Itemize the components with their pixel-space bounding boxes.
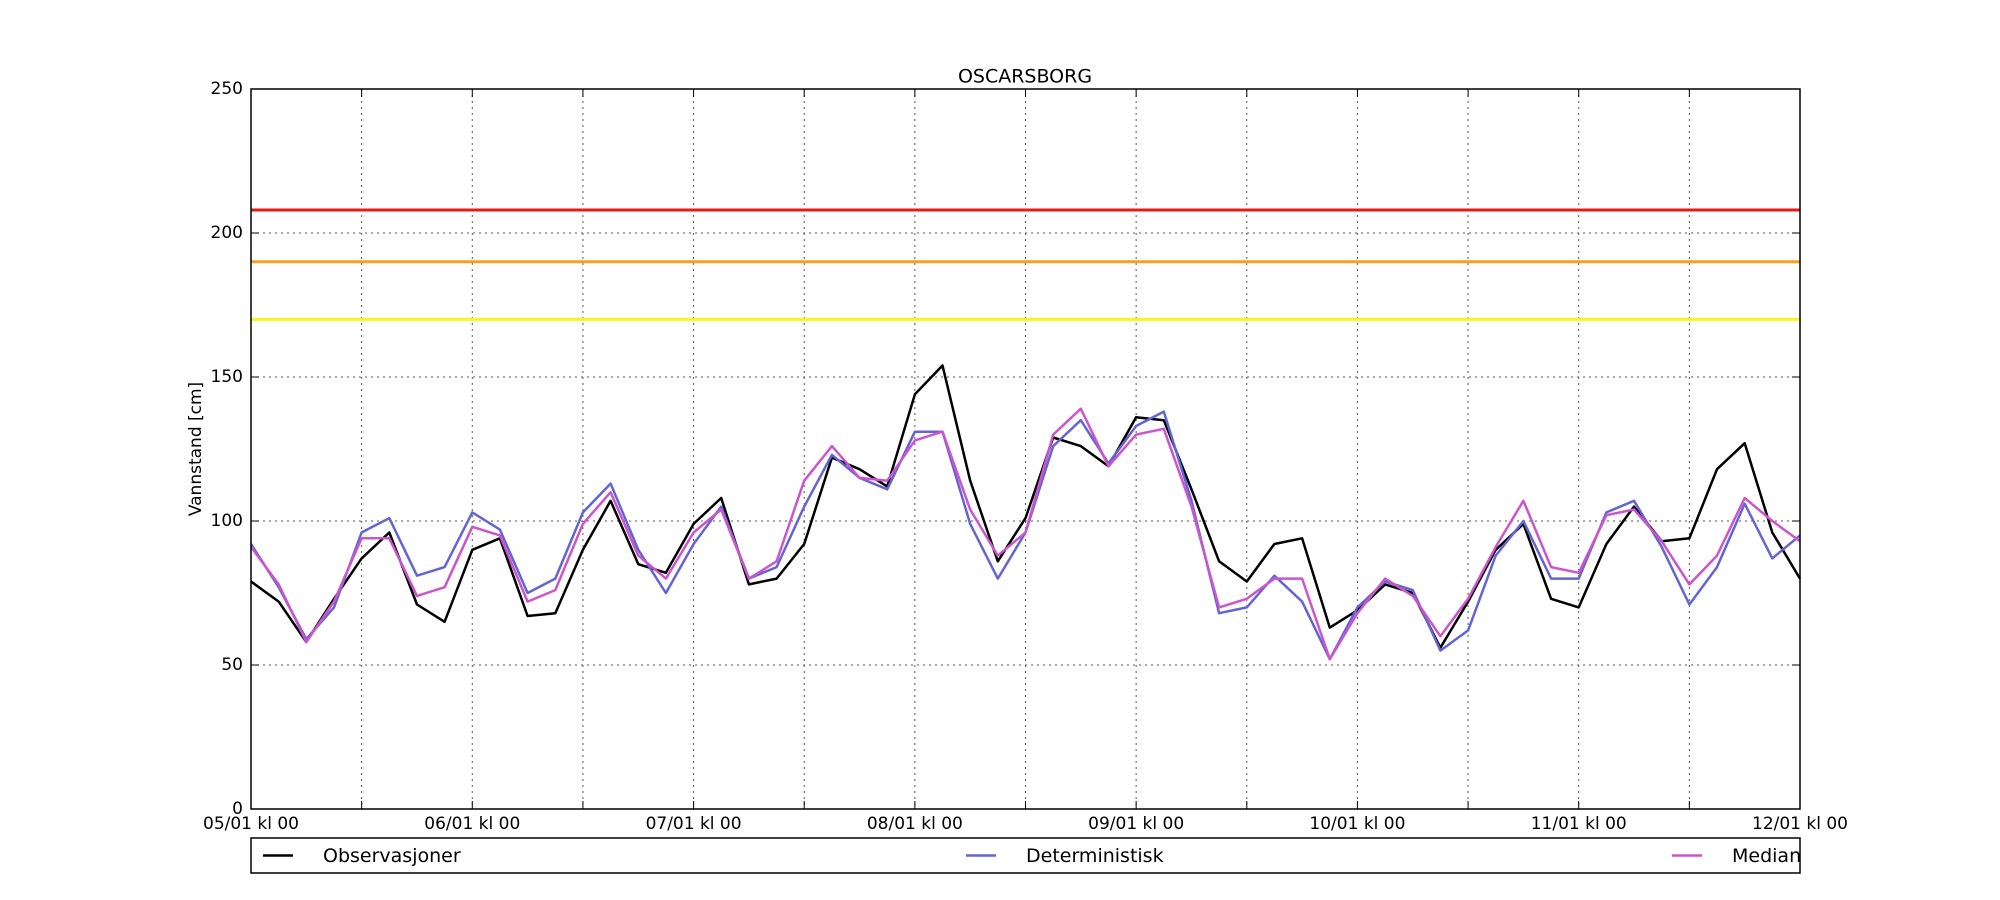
plot-frame xyxy=(250,88,1801,810)
y-axis-label: Vannstand [cm] xyxy=(186,382,206,516)
x-tick-label: 11/01 kl 00 xyxy=(1531,814,1627,834)
y-tick-label: 50 xyxy=(221,655,243,675)
y-tick-label: 250 xyxy=(211,79,243,99)
x-tick-label: 10/01 kl 00 xyxy=(1309,814,1405,834)
x-tick-label: 08/01 kl 00 xyxy=(867,814,963,834)
legend-label: Observasjoner xyxy=(323,845,461,867)
series-line xyxy=(249,407,1801,661)
x-tick-label: 12/01 kl 00 xyxy=(1752,814,1848,834)
x-tick-label: 05/01 kl 00 xyxy=(203,814,299,834)
y-tick-label: 150 xyxy=(211,367,243,387)
x-tick-label: 09/01 kl 00 xyxy=(1088,814,1184,834)
y-tick-label: 100 xyxy=(211,511,243,531)
x-tick-label: 06/01 kl 00 xyxy=(424,814,520,834)
legend-box xyxy=(250,837,1801,874)
legend-label: Median xyxy=(1732,845,1801,867)
y-tick-label: 0 xyxy=(232,799,243,819)
chart-title: OSCARSBORG xyxy=(958,66,1092,88)
series-line xyxy=(250,364,1802,649)
y-tick-label: 200 xyxy=(211,223,243,243)
x-tick-label: 07/01 kl 00 xyxy=(646,814,742,834)
legend-label: Deterministisk xyxy=(1026,845,1164,867)
